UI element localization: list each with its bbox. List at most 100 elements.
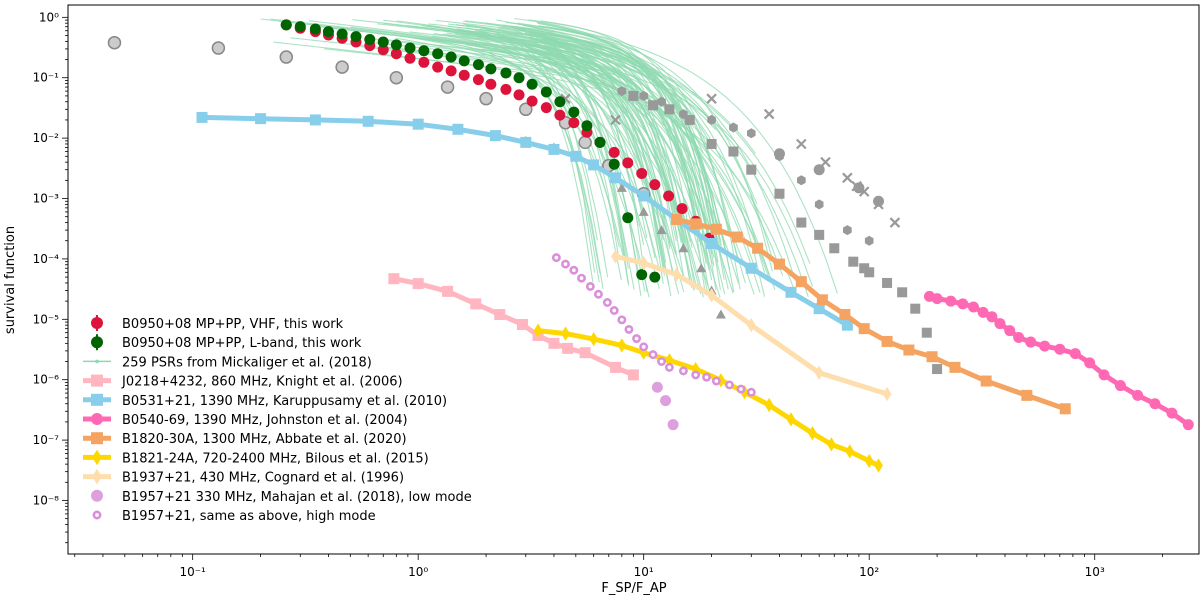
data-point <box>773 258 785 270</box>
data-point <box>500 67 512 79</box>
data-point <box>472 59 484 71</box>
data-point <box>412 278 424 290</box>
gray-cross-point <box>796 138 807 150</box>
legend-label: B1820-30A, 1300 MHz, Abbate et al. (2020… <box>122 432 407 447</box>
data-point <box>724 380 734 390</box>
data-point <box>458 69 470 81</box>
legend-marker <box>91 413 103 425</box>
legend-dot <box>95 359 99 364</box>
ticks-layer: 10⁻¹ 10⁰ 10¹ 10² 10³ 10⁰ 10⁻¹ 10⁻² 10⁻³ 10⁻⁴ 10⁻⁵ 1… <box>33 10 1164 579</box>
data-point <box>986 311 998 323</box>
y-tick-label: 10⁻¹ <box>33 71 60 85</box>
data-point <box>874 458 883 473</box>
data-point <box>731 231 743 243</box>
legend-entry: B0950+08 MP+PP, VHF, this work <box>91 315 344 332</box>
mickaliger-curve <box>536 45 693 288</box>
data-point <box>196 111 208 123</box>
data-point <box>294 21 306 33</box>
data-point <box>309 23 321 35</box>
mickaliger-curve <box>537 22 838 294</box>
data-point <box>648 350 658 360</box>
y-tick-label: 10⁰ <box>39 10 59 24</box>
series-1 <box>280 19 661 283</box>
legend-entry: B1957+21 330 MHz, Mahajan et al. (2018),… <box>91 489 472 505</box>
gray-dark-circle-point <box>873 195 885 207</box>
data-point <box>418 56 430 68</box>
data-point <box>994 318 1006 330</box>
legend-label: B0950+08 MP+PP, VHF, this work <box>122 317 344 332</box>
legend-entry: B1937+21, 430 MHz, Cognard et al. (1996) <box>83 468 404 486</box>
data-point <box>864 453 874 469</box>
gray-square-point <box>859 263 870 274</box>
gray-square-point <box>684 114 695 125</box>
data-point <box>472 74 484 86</box>
mickaliger-curve <box>537 22 739 260</box>
mickaliger-curve <box>446 30 670 285</box>
data-point <box>526 78 538 90</box>
data-point <box>513 72 525 84</box>
gray-dark-circle-point <box>813 164 825 176</box>
mickaliger-curve <box>529 33 664 284</box>
data-point <box>690 218 702 230</box>
gray-hexagon-point <box>657 96 666 107</box>
data-point <box>280 19 292 31</box>
data-point <box>364 33 376 45</box>
gray-triangle-point <box>638 206 649 216</box>
legend-marker <box>91 489 103 502</box>
data-point <box>627 369 639 381</box>
data-point <box>624 324 634 334</box>
gray-square-point <box>897 287 908 298</box>
mickaliger-curve <box>411 37 601 274</box>
gray-hexagon-point <box>729 122 738 133</box>
data-point <box>636 269 648 281</box>
data-point <box>309 114 321 126</box>
data-point <box>841 319 853 331</box>
data-point <box>672 267 682 282</box>
data-point <box>445 51 457 63</box>
gray-circle-point <box>389 70 404 85</box>
data-point <box>706 237 718 249</box>
gray-triangle-point <box>616 182 627 192</box>
series-8 <box>611 249 892 402</box>
legend-label: B1937+21, 430 MHz, Cognard et al. (1996) <box>122 471 404 486</box>
mickaliger-curve <box>443 33 677 242</box>
gray-circle-point <box>279 50 294 64</box>
legend: B0950+08 MP+PP, VHF, this work B0950+08 M… <box>83 315 472 524</box>
y-tick-label: 10⁻² <box>33 131 60 145</box>
data-point <box>336 28 348 40</box>
data-point <box>707 288 716 303</box>
data-point <box>500 83 512 95</box>
series-0 <box>280 19 715 244</box>
gray-dark-circle-point <box>853 182 865 194</box>
data-point <box>412 118 424 130</box>
x-tick-label: 10¹ <box>634 565 654 579</box>
gray-hexagon-point <box>679 109 688 120</box>
mickaliger-curve <box>448 35 594 283</box>
data-point <box>540 102 552 114</box>
mickaliger-curve <box>381 46 671 250</box>
data-point <box>602 298 612 307</box>
data-point <box>442 285 454 297</box>
data-point <box>390 48 402 60</box>
data-point <box>1132 389 1144 401</box>
mickaliger-curve <box>420 37 676 254</box>
y-tick-label: 10⁻⁸ <box>33 493 60 507</box>
series-10 <box>551 253 756 397</box>
legend-marker <box>92 449 102 466</box>
data-point <box>516 319 528 331</box>
y-tick-label: 10⁻⁵ <box>33 312 60 326</box>
mickaliger-curve <box>474 47 709 294</box>
series-layer <box>196 19 1194 473</box>
data-point <box>639 342 649 352</box>
data-point <box>949 361 961 373</box>
mickaliger-curve <box>534 52 814 287</box>
data-point <box>671 213 683 225</box>
data-point <box>404 52 416 64</box>
data-point <box>485 78 497 90</box>
data-point <box>664 362 674 372</box>
data-point <box>667 419 679 431</box>
gray-triangle-point <box>715 309 726 319</box>
data-point <box>617 338 627 353</box>
data-point <box>702 372 712 382</box>
gray-hexagon-point <box>707 114 716 125</box>
